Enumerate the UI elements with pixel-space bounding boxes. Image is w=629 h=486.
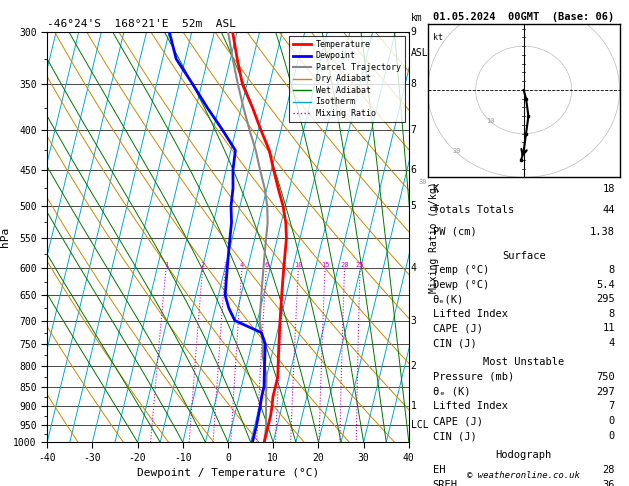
Text: 44: 44 xyxy=(603,206,615,215)
Text: LCL: LCL xyxy=(411,420,428,430)
Text: 3: 3 xyxy=(411,315,416,326)
Legend: Temperature, Dewpoint, Parcel Trajectory, Dry Adiabat, Wet Adiabat, Isotherm, Mi: Temperature, Dewpoint, Parcel Trajectory… xyxy=(289,36,404,122)
Text: θₑ (K): θₑ (K) xyxy=(433,386,470,397)
Text: 25: 25 xyxy=(356,262,364,268)
Text: 1: 1 xyxy=(164,262,168,268)
Text: 4: 4 xyxy=(240,262,244,268)
Text: θₑ(K): θₑ(K) xyxy=(433,294,464,304)
Text: 01.05.2024  00GMT  (Base: 06): 01.05.2024 00GMT (Base: 06) xyxy=(433,12,614,22)
Text: 8: 8 xyxy=(608,265,615,275)
Text: PW (cm): PW (cm) xyxy=(433,226,476,237)
Text: 297: 297 xyxy=(596,386,615,397)
Text: Most Unstable: Most Unstable xyxy=(483,357,564,366)
Text: 11: 11 xyxy=(603,324,615,333)
Text: Lifted Index: Lifted Index xyxy=(433,309,508,319)
Text: 1.38: 1.38 xyxy=(590,226,615,237)
Text: 7: 7 xyxy=(608,401,615,412)
Text: ASL: ASL xyxy=(411,48,428,58)
X-axis label: Dewpoint / Temperature (°C): Dewpoint / Temperature (°C) xyxy=(137,468,319,478)
Text: Temp (°C): Temp (°C) xyxy=(433,265,489,275)
Text: 8: 8 xyxy=(282,262,286,268)
Text: 18: 18 xyxy=(603,184,615,194)
Text: 10: 10 xyxy=(486,118,494,123)
Text: 2: 2 xyxy=(411,361,416,371)
Text: 4: 4 xyxy=(608,338,615,348)
Text: 7: 7 xyxy=(411,125,416,135)
Text: Mixing Ratio (g/kg): Mixing Ratio (g/kg) xyxy=(429,181,439,293)
Text: CAPE (J): CAPE (J) xyxy=(433,417,482,427)
Text: 20: 20 xyxy=(452,148,461,154)
Text: -46°24'S  168°21'E  52m  ASL: -46°24'S 168°21'E 52m ASL xyxy=(47,19,236,30)
Text: 28: 28 xyxy=(603,466,615,475)
Text: 295: 295 xyxy=(596,294,615,304)
Y-axis label: hPa: hPa xyxy=(1,227,11,247)
Text: km: km xyxy=(411,14,423,23)
Text: 15: 15 xyxy=(321,262,329,268)
Text: 0: 0 xyxy=(608,432,615,441)
Text: 5.4: 5.4 xyxy=(596,280,615,290)
Text: Lifted Index: Lifted Index xyxy=(433,401,508,412)
Text: 9: 9 xyxy=(411,27,416,36)
Text: 4: 4 xyxy=(411,263,416,273)
Text: kt: kt xyxy=(433,33,443,42)
Text: 1: 1 xyxy=(411,401,416,411)
Text: SREH: SREH xyxy=(433,481,457,486)
Text: Surface: Surface xyxy=(502,251,545,260)
Text: 10: 10 xyxy=(294,262,303,268)
Text: 8: 8 xyxy=(608,309,615,319)
Text: CIN (J): CIN (J) xyxy=(433,432,476,441)
Text: 3: 3 xyxy=(223,262,227,268)
Text: Pressure (mb): Pressure (mb) xyxy=(433,371,514,382)
Text: CAPE (J): CAPE (J) xyxy=(433,324,482,333)
Text: Totals Totals: Totals Totals xyxy=(433,206,514,215)
Text: 2: 2 xyxy=(201,262,204,268)
Text: CIN (J): CIN (J) xyxy=(433,338,476,348)
Text: EH: EH xyxy=(433,466,445,475)
Text: 6: 6 xyxy=(264,262,269,268)
Text: 36: 36 xyxy=(603,481,615,486)
Text: 8: 8 xyxy=(411,79,416,89)
Text: 6: 6 xyxy=(411,165,416,175)
Text: Dewp (°C): Dewp (°C) xyxy=(433,280,489,290)
Text: Hodograph: Hodograph xyxy=(496,451,552,460)
Text: K: K xyxy=(433,184,439,194)
Text: 20: 20 xyxy=(340,262,349,268)
Text: 0: 0 xyxy=(608,417,615,427)
Text: © weatheronline.co.uk: © weatheronline.co.uk xyxy=(467,471,580,480)
Text: 5: 5 xyxy=(411,201,416,211)
Text: 750: 750 xyxy=(596,371,615,382)
Text: 30: 30 xyxy=(419,179,427,185)
